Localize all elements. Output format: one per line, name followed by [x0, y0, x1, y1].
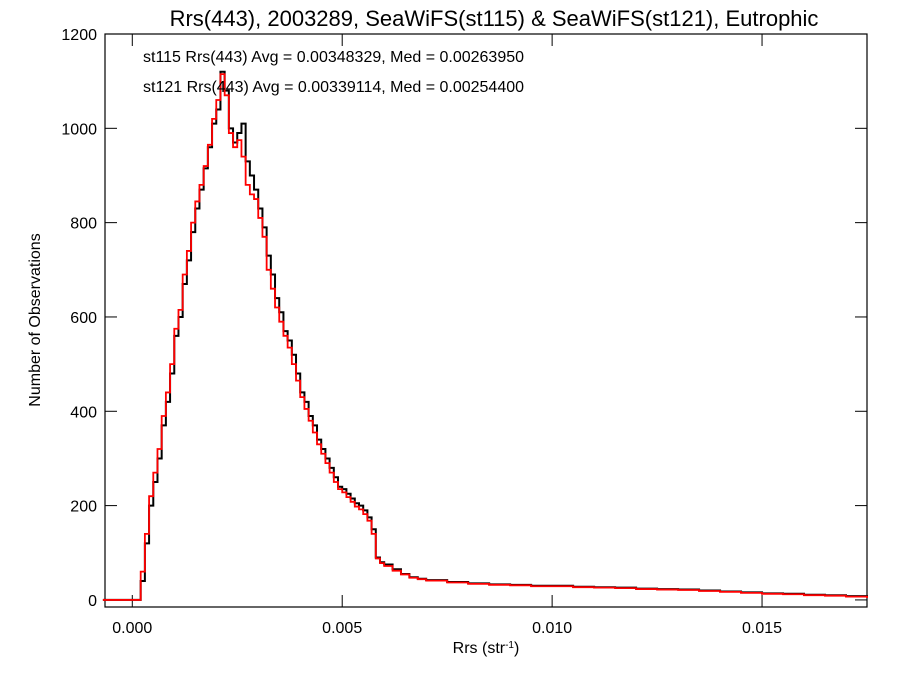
y-tick-label-1000: 1000	[61, 121, 97, 138]
x-tick-label-3: 0.015	[742, 620, 782, 637]
x-tick-label-2: 0.010	[532, 620, 572, 637]
series-st121-stats: st121 Rrs(443) Avg = 0.00339114, Med = 0…	[143, 79, 524, 96]
x-axis-ticks: 0.000 0.005 0.010 0.015	[112, 34, 782, 637]
y-axis-label: Number of Observations	[27, 233, 44, 406]
chart-title: Rrs(443), 2003289, SeaWiFS(st115) & SeaW…	[170, 6, 819, 31]
x-axis-label-end: )	[514, 640, 519, 657]
x-axis-label-sup: -1	[505, 640, 514, 651]
series-st115-stats: st115 Rrs(443) Avg = 0.00348329, Med = 0…	[143, 49, 524, 66]
y-tick-label-1200: 1200	[61, 27, 97, 44]
x-tick-label-0: 0.000	[112, 620, 152, 637]
y-tick-label-400: 400	[70, 404, 97, 421]
y-tick-label-200: 200	[70, 499, 97, 516]
x-tick-label-1: 0.005	[322, 620, 362, 637]
series-line-st121	[102, 73, 868, 601]
y-tick-label-600: 600	[70, 310, 97, 327]
y-axis-ticks: 0 200 400 600 800 1000 1200	[61, 27, 867, 610]
x-axis-label: Rrs (str-1)	[453, 640, 520, 658]
y-tick-label-0: 0	[88, 593, 97, 610]
plot-frame	[104, 33, 868, 608]
y-tick-label-800: 800	[70, 216, 97, 233]
series-line-st115	[102, 70, 868, 601]
x-axis-label-main: Rrs (str	[453, 640, 506, 657]
series-layer	[102, 70, 868, 601]
